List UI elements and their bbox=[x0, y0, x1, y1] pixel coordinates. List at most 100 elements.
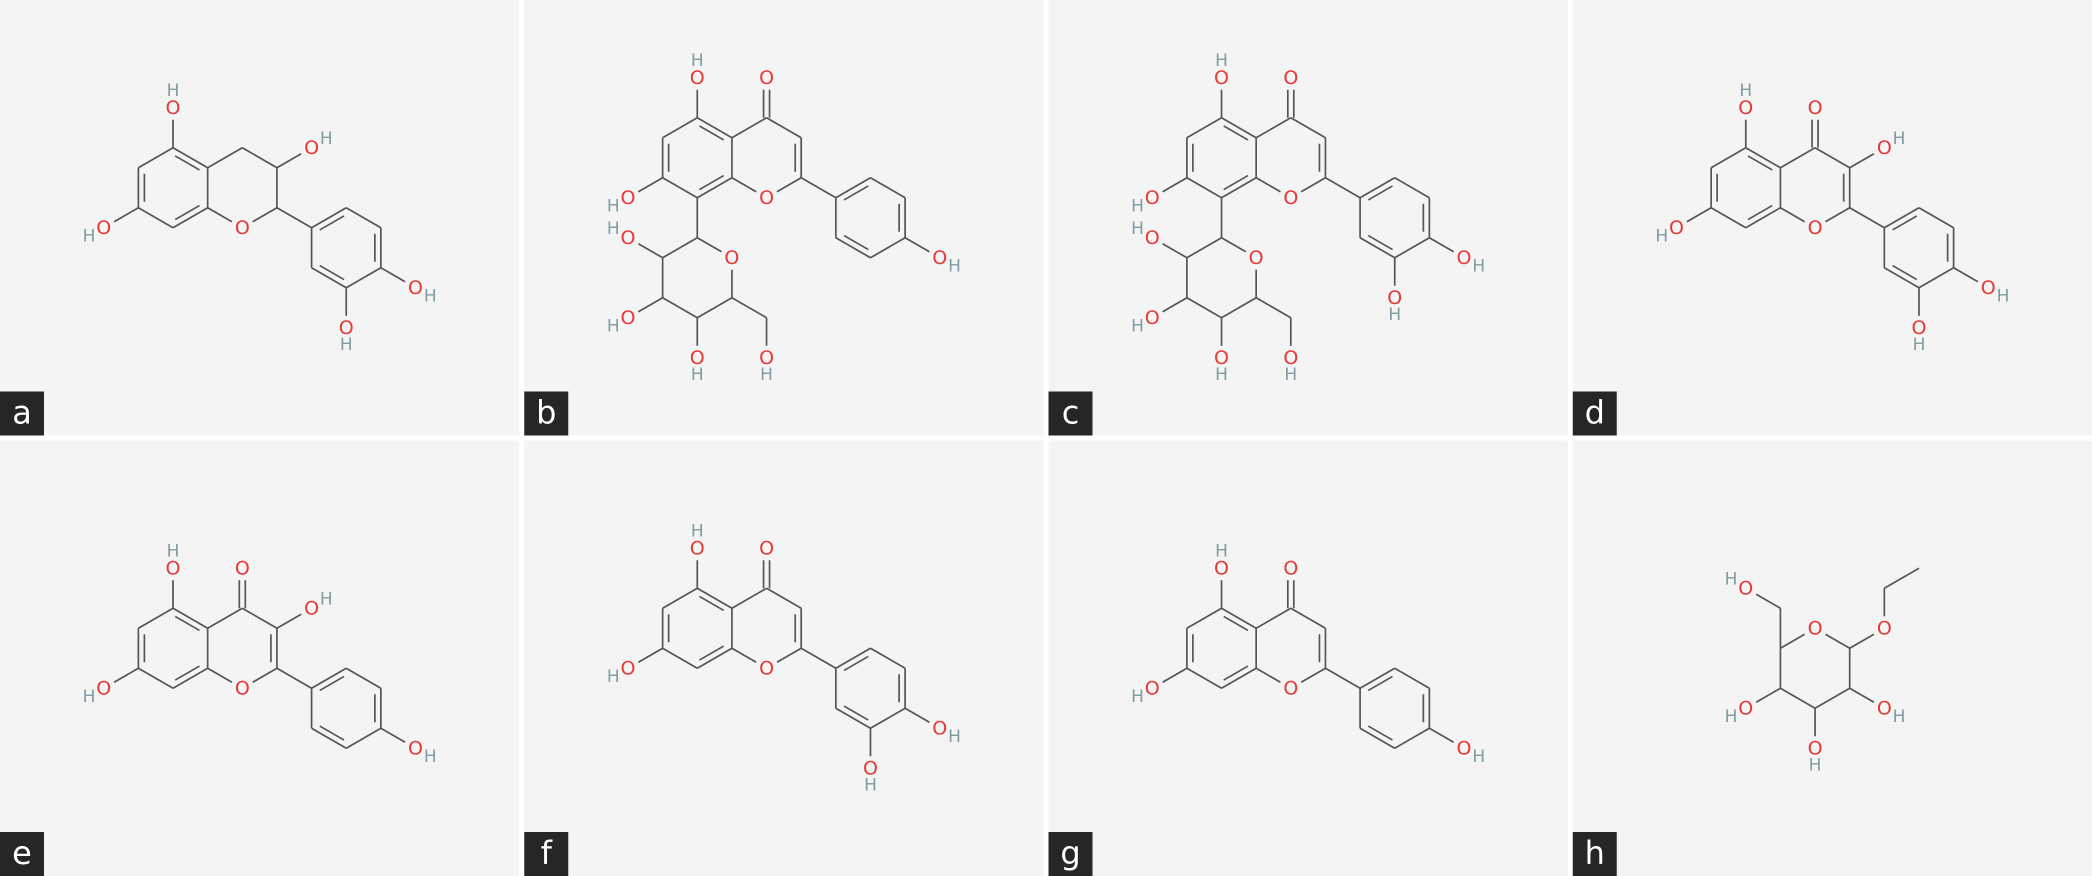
bond bbox=[662, 117, 698, 139]
bond bbox=[319, 675, 345, 692]
atom-label: O bbox=[235, 217, 250, 239]
bond bbox=[1221, 117, 1257, 139]
bond bbox=[843, 234, 869, 251]
atom-label: O bbox=[1283, 67, 1298, 89]
bond bbox=[696, 117, 733, 139]
bond bbox=[835, 707, 871, 729]
panel-label: h bbox=[1585, 834, 1605, 872]
panel-label-box bbox=[1048, 832, 1093, 876]
bond bbox=[319, 725, 345, 741]
bond bbox=[1255, 667, 1281, 683]
bond bbox=[1745, 147, 1781, 169]
atom-label: H bbox=[1725, 570, 1738, 590]
bond bbox=[766, 117, 802, 139]
panel-label-box bbox=[524, 832, 569, 876]
atom-label: H bbox=[948, 727, 961, 747]
bond bbox=[207, 147, 243, 169]
bond bbox=[1779, 633, 1806, 649]
bond bbox=[207, 667, 233, 683]
panel-label-box bbox=[0, 391, 44, 436]
bond bbox=[1162, 297, 1188, 313]
atom-label: H bbox=[1388, 305, 1401, 325]
bond bbox=[637, 647, 664, 663]
bond bbox=[1359, 727, 1396, 749]
atom-label: O bbox=[166, 97, 181, 119]
atom-label: O bbox=[1877, 617, 1892, 639]
bond bbox=[1755, 687, 1781, 703]
atom-label: H bbox=[320, 129, 333, 149]
atom-label: H bbox=[607, 196, 620, 216]
panel-label: b bbox=[536, 394, 556, 432]
bond bbox=[843, 185, 869, 201]
atom-label: H bbox=[1893, 707, 1906, 727]
atom-label: O bbox=[1283, 557, 1298, 579]
panel-label-box bbox=[1048, 391, 1093, 436]
atom-label: H bbox=[1893, 129, 1906, 149]
atom-label: O bbox=[759, 67, 774, 89]
atom-label: H bbox=[1215, 541, 1228, 561]
bond bbox=[1221, 177, 1257, 199]
bond bbox=[1325, 177, 1361, 199]
bond bbox=[276, 667, 313, 689]
panel-label-box bbox=[0, 832, 44, 876]
atom-label: O bbox=[1249, 247, 1264, 269]
bond bbox=[207, 207, 233, 223]
bond bbox=[1367, 675, 1393, 692]
atom-label: O bbox=[1738, 577, 1753, 599]
bond bbox=[1367, 725, 1393, 741]
bond bbox=[1883, 207, 1920, 229]
bond bbox=[1745, 207, 1781, 229]
atom-label: O bbox=[759, 347, 774, 369]
bond bbox=[1825, 633, 1851, 649]
bond bbox=[1814, 147, 1851, 169]
atom-label: O bbox=[1214, 557, 1229, 579]
bond bbox=[137, 607, 174, 629]
atom-label: O bbox=[1877, 697, 1892, 719]
bond bbox=[311, 267, 347, 289]
atom-label: O bbox=[96, 677, 111, 699]
bond bbox=[113, 207, 139, 223]
bond bbox=[1747, 204, 1773, 221]
bond bbox=[800, 177, 837, 199]
atom-label: H bbox=[1655, 226, 1668, 246]
panel-label: g bbox=[1060, 834, 1080, 872]
bond bbox=[1221, 667, 1257, 689]
bond bbox=[1779, 147, 1816, 169]
atom-label: O bbox=[166, 557, 181, 579]
bond bbox=[1918, 267, 1955, 289]
bond bbox=[1186, 297, 1222, 319]
atom-label: O bbox=[690, 537, 705, 559]
bond bbox=[662, 647, 698, 669]
atom-label: O bbox=[932, 247, 947, 269]
bond bbox=[207, 607, 243, 629]
atom-label: O bbox=[1145, 677, 1160, 699]
atom-label: H bbox=[691, 365, 704, 385]
bond bbox=[1255, 607, 1292, 629]
bond bbox=[1892, 264, 1918, 281]
bond bbox=[1367, 234, 1393, 251]
bond bbox=[1394, 727, 1430, 749]
bond bbox=[252, 667, 278, 683]
bond bbox=[637, 177, 664, 193]
bond bbox=[1162, 667, 1188, 683]
bond bbox=[311, 667, 347, 689]
bond bbox=[662, 297, 698, 319]
bond bbox=[380, 267, 406, 283]
bond bbox=[276, 153, 302, 169]
atom-label: H bbox=[340, 335, 353, 355]
bond bbox=[137, 147, 174, 169]
atom-label: H bbox=[424, 286, 437, 306]
bond bbox=[1428, 727, 1455, 743]
bond bbox=[380, 727, 406, 743]
bond bbox=[1255, 297, 1292, 319]
bond bbox=[1849, 153, 1875, 169]
bond bbox=[276, 207, 313, 229]
bond bbox=[241, 147, 278, 169]
bond bbox=[696, 177, 733, 199]
bond bbox=[662, 177, 698, 199]
bond bbox=[870, 647, 906, 669]
